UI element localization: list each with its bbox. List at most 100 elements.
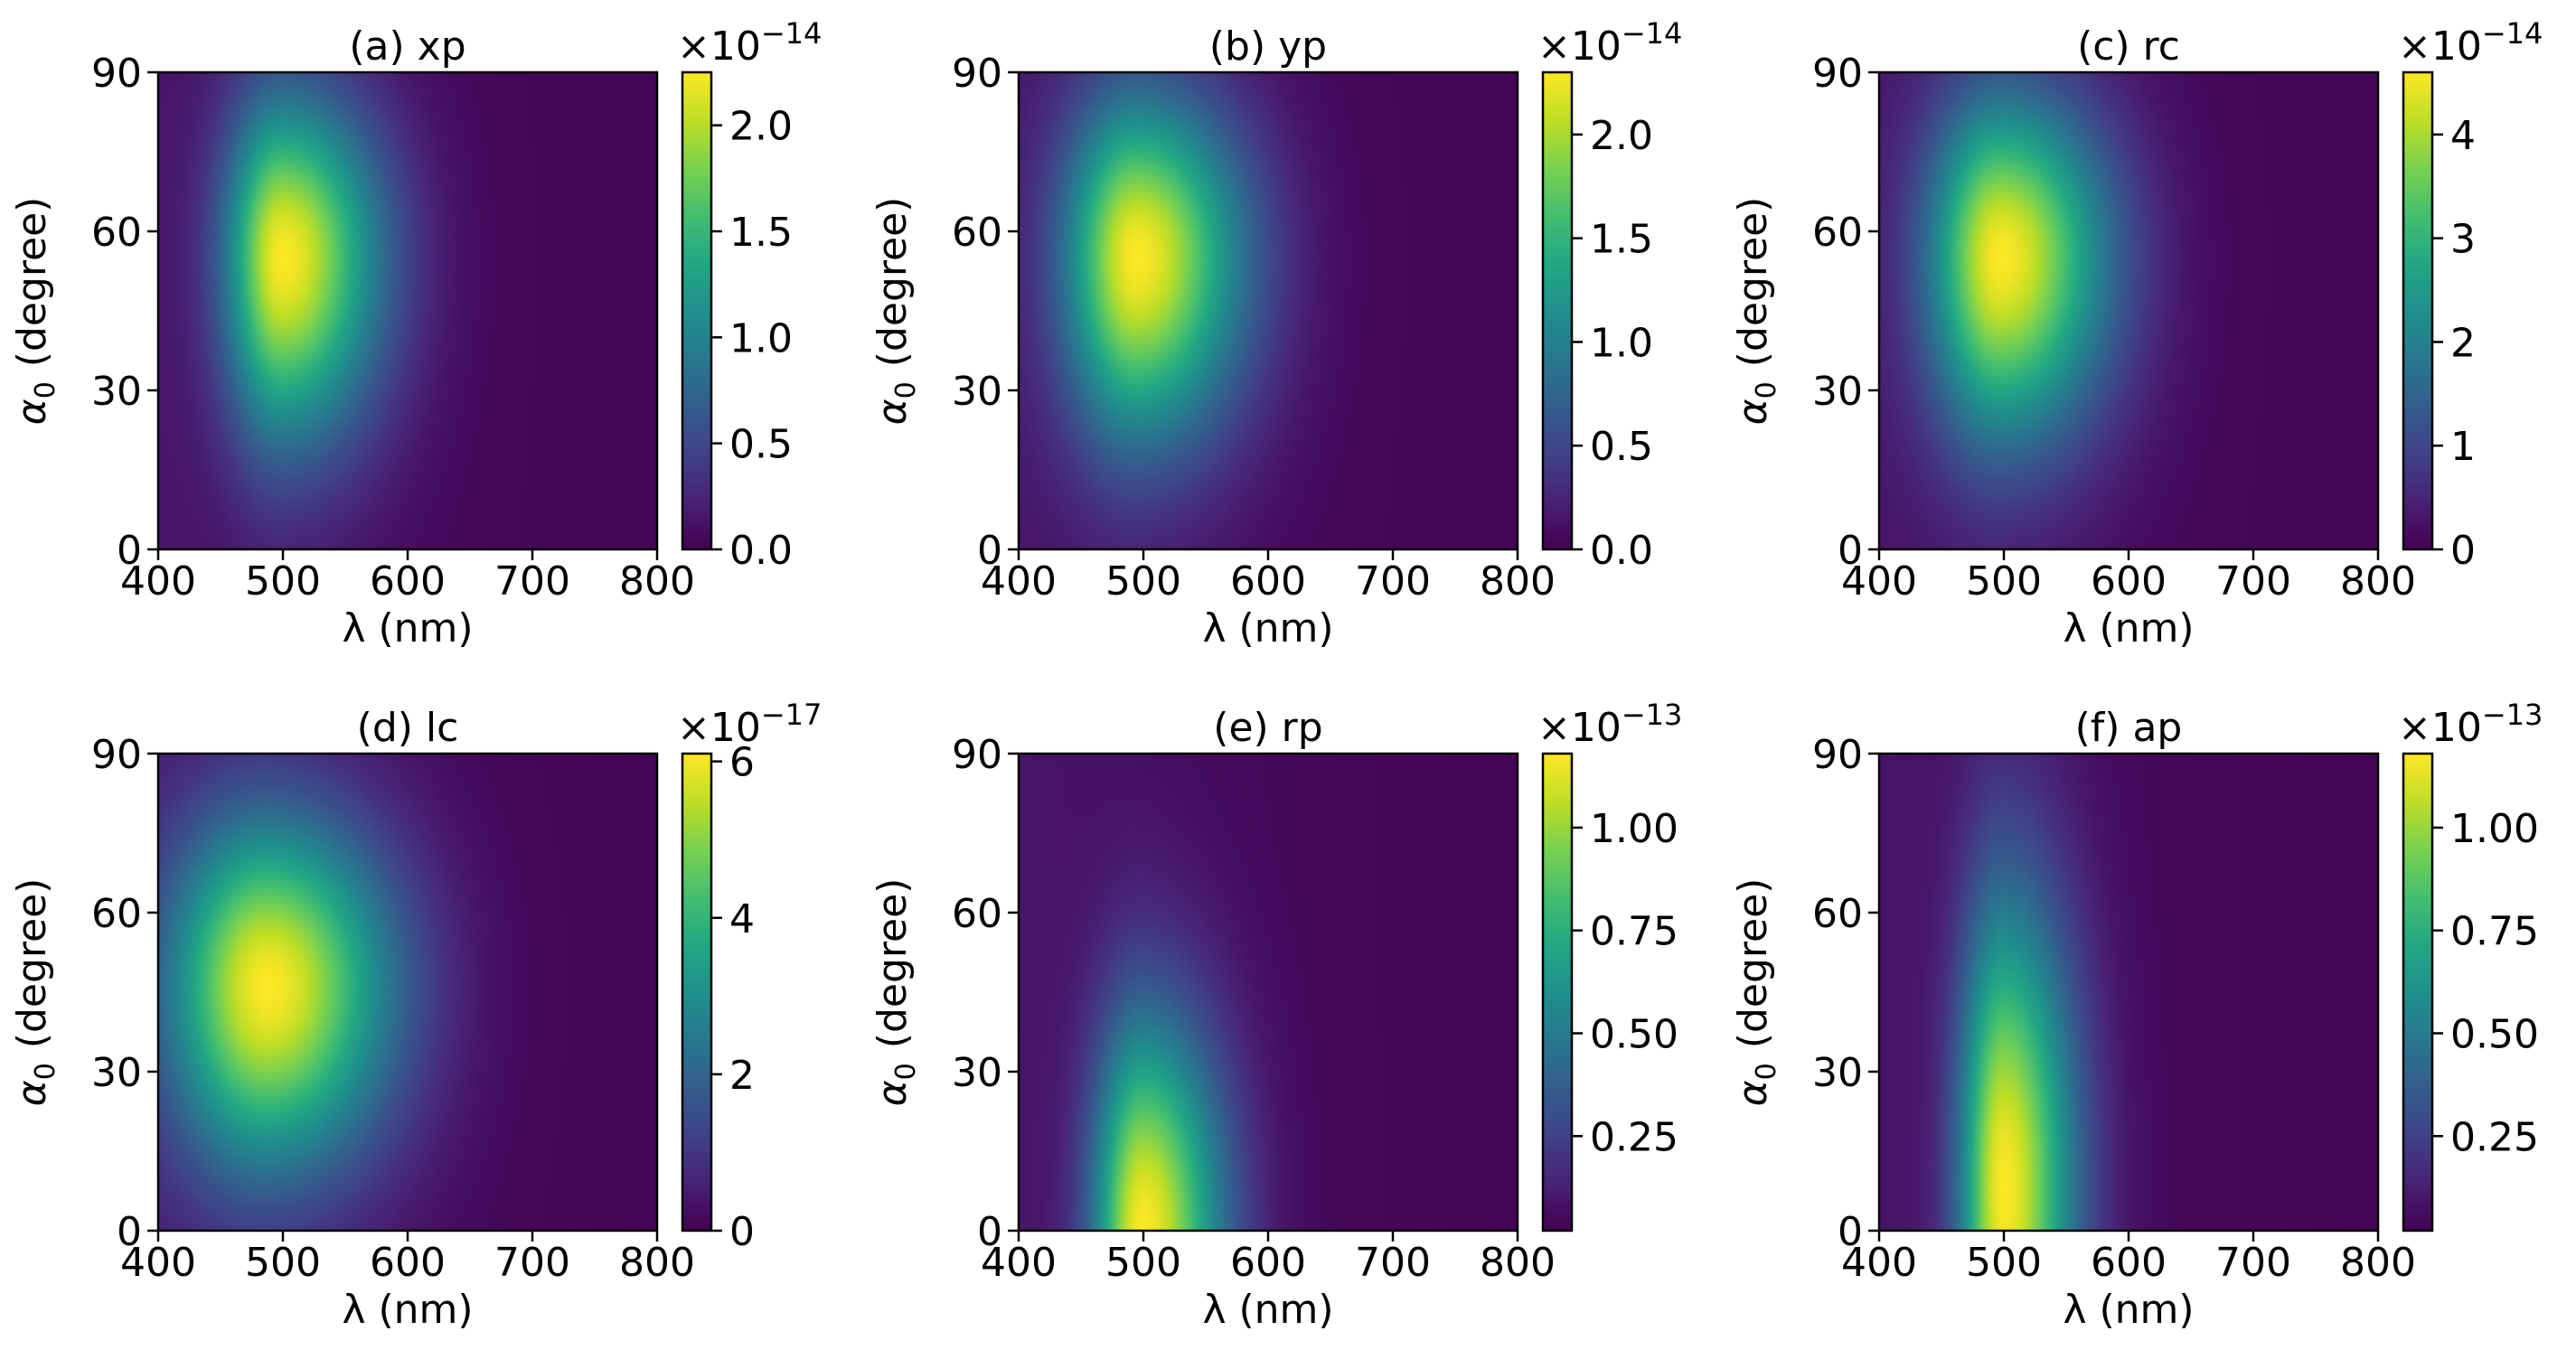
x-tick-label: 600	[370, 1240, 446, 1286]
colorbar-tick-label: 1.0	[1590, 320, 1653, 366]
heatmap-image	[158, 72, 657, 549]
x-tick-label: 800	[619, 1240, 695, 1286]
colorbar-tick-label: 0.75	[1590, 909, 1678, 955]
x-tick-label: 500	[245, 1240, 321, 1286]
x-tick-label: 700	[494, 558, 570, 605]
colorbar-multiplier-base: ×10	[2398, 705, 2482, 751]
colorbar-gradient	[2403, 72, 2432, 549]
colorbar-tick-label: 1	[2450, 424, 2476, 470]
subplot-title: (d) lc	[357, 705, 459, 751]
colorbar-tick-label: 2	[2450, 320, 2476, 366]
colorbar-frame	[1541, 752, 1574, 1232]
y-tick-label: 90	[1812, 732, 1863, 778]
x-tick-label: 600	[2091, 1240, 2167, 1286]
x-axis-label: λ (nm)	[1202, 1287, 1333, 1333]
colorbar-gradient	[682, 72, 711, 549]
x-tick-label: 700	[2215, 558, 2291, 605]
colorbar-multiplier-exponent: −13	[2482, 698, 2543, 732]
y-axis-label-subscript: 0	[30, 1063, 61, 1080]
x-tick-label: 400	[981, 1240, 1057, 1286]
colorbar-tick-label: 0	[729, 1209, 755, 1255]
y-tick-label: 30	[91, 369, 142, 415]
colorbar-multiplier-exponent: −14	[761, 16, 823, 51]
x-tick-label: 800	[2340, 1240, 2416, 1286]
y-tick-label: 30	[1812, 1050, 1863, 1096]
y-axis-label-symbol: α	[1730, 1080, 1776, 1106]
colorbar-multiplier-exponent: −13	[1622, 698, 1683, 732]
y-axis-label-symbol: α	[9, 1080, 55, 1106]
colorbar-multiplier: ×10−14	[1537, 16, 1682, 70]
colorbar-tick-label: 0.0	[729, 528, 793, 574]
x-tick-label: 800	[619, 558, 695, 605]
x-tick-label: 700	[1355, 1240, 1431, 1286]
x-tick-label: 600	[2091, 558, 2167, 605]
y-axis-label-symbol: α	[870, 398, 916, 425]
colorbar-frame	[2402, 752, 2434, 1232]
x-tick-label: 500	[1105, 558, 1181, 605]
y-axis-label-unit: (degree)	[1730, 878, 1776, 1049]
y-axis-label-subscript: 0	[1751, 381, 1782, 398]
heatmap-image	[1879, 754, 2378, 1231]
colorbar-tick-label: 0.5	[1590, 424, 1653, 470]
y-axis-label-unit: (degree)	[1730, 197, 1776, 368]
colorbar-multiplier: ×10−14	[2398, 16, 2543, 70]
colorbar-multiplier-exponent: −14	[2482, 16, 2543, 51]
colorbar-tick-label: 0.5	[729, 422, 793, 468]
colorbar-frame	[681, 70, 713, 551]
y-tick-label: 90	[1812, 51, 1863, 97]
colorbar-multiplier-base: ×10	[1537, 705, 1622, 751]
heatmap-image	[1019, 72, 1518, 549]
heatmap-image	[1019, 754, 1518, 1231]
y-tick-label: 60	[1812, 210, 1863, 256]
colorbar-gradient	[682, 754, 711, 1231]
colorbar-tick-label: 2.0	[729, 104, 793, 150]
colorbar-tick-label: 0.25	[2450, 1114, 2539, 1160]
y-tick-label: 0	[117, 528, 142, 574]
colorbar-tick-label: 1.00	[2450, 806, 2539, 852]
x-tick-label: 500	[1966, 1240, 2042, 1286]
colorbar-gradient	[2403, 754, 2432, 1231]
y-axis-label-unit: (degree)	[9, 197, 55, 368]
colorbar-tick-label: 4	[729, 896, 755, 942]
x-tick-label: 400	[120, 558, 196, 605]
colorbar-multiplier: ×10−14	[677, 16, 822, 70]
colorbar-tick-label: 2	[729, 1053, 755, 1099]
colorbar-tick-label: 0.50	[2450, 1012, 2539, 1058]
colorbar-frame	[681, 752, 713, 1232]
heatmap-image	[158, 754, 657, 1231]
y-axis-label-symbol: α	[870, 1080, 916, 1106]
colorbar-tick-label: 1.5	[729, 210, 793, 256]
x-tick-label: 500	[245, 558, 321, 605]
colorbar-multiplier-exponent: −17	[761, 698, 823, 732]
y-axis-label: α0 (degree)	[870, 878, 922, 1107]
x-tick-label: 400	[981, 558, 1057, 605]
y-tick-label: 0	[977, 528, 1002, 574]
x-tick-label: 600	[1230, 1240, 1306, 1286]
y-tick-label: 90	[952, 51, 1002, 97]
y-tick-label: 90	[952, 732, 1002, 778]
colorbar-tick-label: 4	[2450, 113, 2476, 159]
colorbar-gradient	[1543, 72, 1572, 549]
y-axis-label-subscript: 0	[30, 381, 61, 398]
colorbar-multiplier: ×10−13	[1537, 698, 1682, 751]
y-axis-label-subscript: 0	[890, 381, 922, 398]
colorbar-tick-label: 0	[2450, 528, 2476, 574]
x-tick-label: 600	[370, 558, 446, 605]
subplot-title: (c) rc	[2077, 23, 2180, 70]
colorbar-frame	[2402, 70, 2434, 551]
y-tick-label: 60	[952, 891, 1002, 937]
colorbar-tick-label: 0.25	[1590, 1114, 1678, 1160]
y-axis-label: α0 (degree)	[870, 197, 922, 426]
x-axis-label: λ (nm)	[2063, 605, 2194, 651]
y-tick-label: 0	[117, 1209, 142, 1255]
y-tick-label: 60	[952, 210, 1002, 256]
colorbar-multiplier-base: ×10	[2398, 23, 2482, 70]
y-axis-label-subscript: 0	[1751, 1063, 1782, 1080]
x-tick-label: 600	[1230, 558, 1306, 605]
